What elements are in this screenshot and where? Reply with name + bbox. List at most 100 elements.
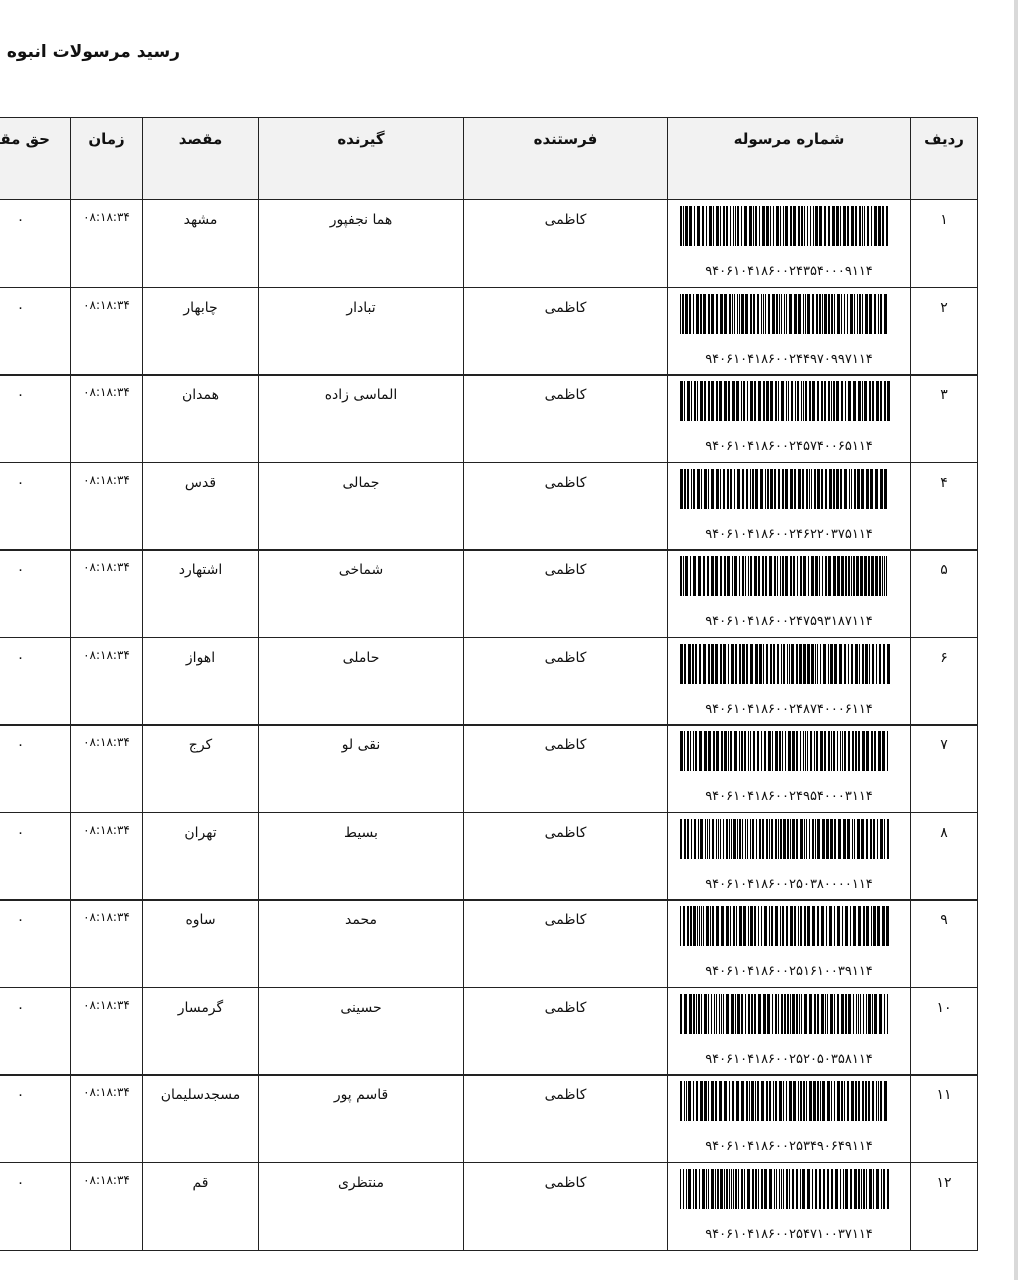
barcode-bar bbox=[778, 993, 779, 1034]
barcode-bar bbox=[834, 1081, 835, 1121]
barcode-bar bbox=[862, 643, 864, 684]
barcode-bar bbox=[680, 293, 681, 334]
barcode-bar bbox=[746, 643, 748, 684]
barcode-bar bbox=[744, 1168, 745, 1209]
barcode-bar bbox=[777, 643, 779, 684]
table-cell: کاظمی bbox=[463, 1074, 668, 1163]
barcode-bar bbox=[739, 293, 740, 334]
barcode-bar bbox=[734, 556, 737, 596]
barcode-bar bbox=[798, 468, 801, 509]
barcode-bar bbox=[733, 906, 735, 946]
barcode-bar bbox=[821, 906, 824, 946]
barcode-bar bbox=[809, 818, 810, 859]
barcode-bar bbox=[693, 993, 695, 1034]
barcode-bar bbox=[879, 993, 882, 1034]
barcode-bar bbox=[719, 993, 720, 1034]
barcode-bar bbox=[755, 643, 758, 684]
barcode-bar bbox=[813, 1081, 816, 1121]
barcode-bar bbox=[887, 818, 889, 859]
barcode-bar bbox=[770, 381, 773, 421]
barcode-bar bbox=[828, 731, 830, 771]
barcode-bar bbox=[792, 818, 795, 859]
barcode-bar bbox=[687, 731, 689, 771]
barcode-bar bbox=[731, 818, 732, 859]
barcode-bar bbox=[764, 1168, 767, 1209]
barcode-bar bbox=[800, 818, 803, 859]
barcode-bar bbox=[873, 818, 875, 859]
barcode-bar bbox=[882, 556, 883, 596]
barcode-bar bbox=[816, 731, 818, 771]
barcode-bar bbox=[814, 993, 816, 1034]
barcode-bar bbox=[764, 731, 766, 771]
barcode-bar bbox=[687, 468, 689, 509]
barcode-bar bbox=[825, 556, 827, 596]
barcode-bar bbox=[861, 1168, 862, 1209]
barcode-bar bbox=[841, 556, 844, 596]
barcode-bar bbox=[724, 1168, 725, 1209]
barcode-bar bbox=[693, 1081, 694, 1121]
barcode-bar bbox=[851, 206, 854, 246]
barcode-bar bbox=[870, 818, 872, 859]
barcode-bar bbox=[754, 556, 757, 596]
barcode-bar bbox=[872, 1081, 874, 1121]
barcode-bar bbox=[748, 731, 749, 771]
barcode-bar bbox=[853, 993, 854, 1034]
barcode-bar bbox=[809, 468, 810, 509]
barcode-bar bbox=[875, 468, 878, 509]
table-cell: ۰۸:۱۸:۳۴ bbox=[70, 1074, 143, 1163]
table-cell: هما نجفپور bbox=[258, 199, 464, 288]
tracking-number: ۹۴۰۶۱۰۴۱۸۶۰۰۲۵۳۴۹۰۶۴۹۱۱۴ bbox=[705, 1139, 873, 1154]
barcode-bar bbox=[721, 993, 722, 1034]
barcode-bar bbox=[766, 381, 769, 421]
barcode-bar bbox=[798, 206, 800, 246]
barcode-bar bbox=[771, 818, 773, 859]
barcode-bar bbox=[771, 906, 773, 946]
barcode-bar bbox=[794, 293, 797, 334]
barcode-bar bbox=[712, 906, 714, 946]
barcode bbox=[680, 643, 890, 684]
barcode-bar bbox=[853, 381, 856, 421]
table-cell: قدس bbox=[142, 461, 259, 551]
barcode-bar bbox=[817, 906, 819, 946]
table-cell: همدان bbox=[142, 374, 259, 463]
barcode-bar bbox=[811, 468, 812, 509]
barcode-bar bbox=[711, 468, 714, 509]
barcode-bar bbox=[773, 643, 775, 684]
barcode-bar bbox=[865, 1081, 867, 1121]
barcode-bar bbox=[876, 381, 879, 421]
barcode-bar bbox=[769, 1168, 772, 1209]
barcode-bar bbox=[854, 468, 856, 509]
barcode-bar bbox=[887, 381, 890, 421]
barcode-bar bbox=[720, 643, 722, 684]
barcode-bar bbox=[876, 1168, 879, 1209]
barcode-bar bbox=[689, 206, 692, 246]
barcode-bar bbox=[844, 1081, 845, 1121]
barcode-bar bbox=[759, 643, 762, 684]
barcode-bar bbox=[720, 468, 721, 509]
barcode-bar bbox=[828, 643, 829, 684]
barcode-bar bbox=[744, 206, 747, 246]
barcode-bar bbox=[759, 206, 760, 246]
barcode-bar bbox=[726, 206, 728, 246]
barcode-bar bbox=[878, 1081, 879, 1121]
barcode-bar bbox=[755, 1081, 756, 1121]
barcode-bar bbox=[691, 381, 692, 421]
barcode-bar bbox=[824, 381, 826, 421]
barcode-bar bbox=[773, 206, 774, 246]
barcode-bar bbox=[844, 731, 846, 771]
barcode-bar bbox=[817, 381, 819, 421]
barcode-bar bbox=[736, 381, 739, 421]
table-cell: ۸ bbox=[910, 811, 978, 901]
barcode-bar bbox=[812, 381, 815, 421]
barcode-bar bbox=[849, 468, 850, 509]
barcode-bar bbox=[786, 381, 787, 421]
barcode-bar bbox=[729, 293, 731, 334]
barcode-bar bbox=[819, 293, 821, 334]
barcode-bar bbox=[785, 468, 788, 509]
barcode-bar bbox=[733, 818, 736, 859]
barcode-bar bbox=[750, 381, 753, 421]
barcode-bar bbox=[699, 906, 700, 946]
barcode-bar bbox=[828, 381, 830, 421]
barcode-bar bbox=[750, 468, 751, 509]
table-cell: کاظمی bbox=[463, 899, 668, 988]
